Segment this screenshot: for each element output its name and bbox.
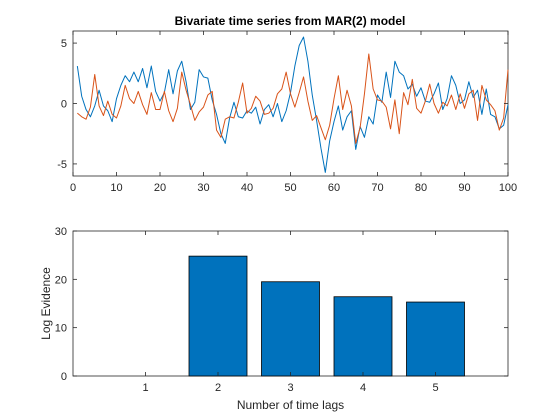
x-tick-label: 0 bbox=[70, 182, 76, 194]
evidence-axes: 1 2 3 4 5 0 10 20 30 Number of time lags Log Ev… bbox=[39, 226, 509, 412]
x-tick-label: 1 bbox=[142, 382, 148, 394]
series-1-line bbox=[76, 36, 509, 173]
timeseries-x-ticks: 0 10 20 30 40 50 60 70 80 90 100 bbox=[70, 31, 517, 194]
bar-lag-5 bbox=[406, 301, 465, 377]
x-tick-label: 40 bbox=[241, 182, 253, 194]
x-tick-label: 20 bbox=[154, 182, 166, 194]
x-tick-label: 30 bbox=[197, 182, 209, 194]
evidence-y-ticks: 0 10 20 30 bbox=[55, 226, 508, 383]
x-tick-label: 10 bbox=[110, 182, 122, 194]
x-tick-label: 2 bbox=[215, 382, 221, 394]
series-2-line bbox=[77, 53, 509, 144]
bar-lag-3 bbox=[261, 281, 320, 377]
timeseries-title: Bivariate time series from MAR(2) model bbox=[175, 14, 406, 28]
y-tick-label: 0 bbox=[61, 371, 67, 383]
x-tick-label: 100 bbox=[499, 182, 517, 194]
evidence-x-ticks: 1 2 3 4 5 bbox=[142, 231, 439, 394]
y-tick-label: 5 bbox=[61, 38, 67, 50]
x-tick-label: 5 bbox=[432, 382, 438, 394]
x-tick-label: 3 bbox=[287, 382, 293, 394]
x-tick-label: 90 bbox=[458, 182, 470, 194]
x-tick-label: 50 bbox=[284, 182, 296, 194]
y-tick-label: 0 bbox=[61, 99, 67, 111]
y-tick-label: 10 bbox=[55, 323, 67, 335]
bar-lag-4 bbox=[333, 296, 393, 377]
y-tick-label: -5 bbox=[57, 159, 67, 171]
evidence-y-label: Log Evidence bbox=[39, 267, 53, 340]
timeseries-series-group bbox=[76, 36, 509, 173]
x-tick-label: 60 bbox=[328, 182, 340, 194]
x-tick-label: 4 bbox=[360, 382, 366, 394]
y-tick-label: 30 bbox=[55, 226, 67, 238]
timeseries-axes: Bivariate time series from MAR(2) model … bbox=[57, 14, 517, 194]
timeseries-plot-frame bbox=[72, 30, 509, 177]
y-tick-label: 20 bbox=[55, 274, 67, 286]
bar-lag-2 bbox=[188, 255, 248, 377]
evidence-x-label: Number of time lags bbox=[237, 398, 344, 412]
evidence-bars-group bbox=[188, 255, 465, 377]
x-tick-label: 70 bbox=[371, 182, 383, 194]
timeseries-y-ticks: -5 0 5 bbox=[57, 38, 508, 171]
x-tick-label: 80 bbox=[415, 182, 427, 194]
